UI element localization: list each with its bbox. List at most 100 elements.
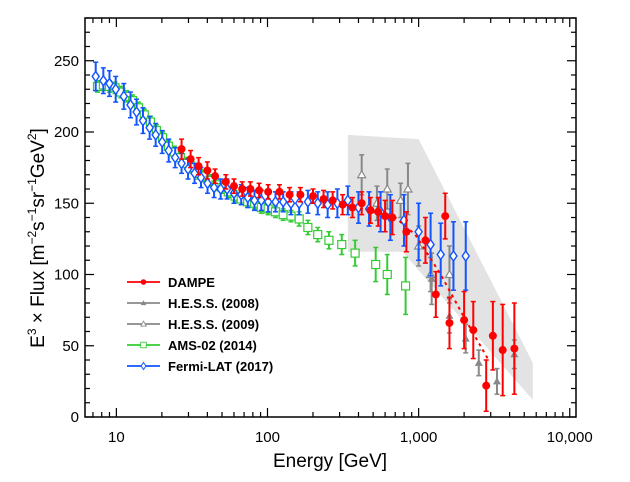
data-point [111, 83, 121, 96]
data-point [436, 248, 446, 261]
data-point [216, 182, 226, 196]
y-tick-label: 50 [62, 338, 79, 355]
data-point [421, 236, 430, 245]
data-point [510, 344, 519, 353]
y-tick-label: 200 [54, 124, 79, 141]
data-point [145, 121, 154, 134]
data-point [337, 239, 347, 250]
data-point [492, 377, 501, 385]
dampe-fit-line [339, 202, 490, 361]
data-point [286, 197, 296, 210]
data-point [275, 187, 284, 196]
data-point [132, 105, 141, 119]
data-point [151, 128, 161, 142]
series-layer [91, 61, 519, 413]
data-point [338, 200, 347, 209]
data-point [444, 269, 455, 279]
data-point [203, 177, 212, 190]
x-tick-label: 100 [255, 429, 280, 446]
y-tick-label: 250 [54, 53, 79, 70]
data-point [303, 222, 313, 233]
data-point [255, 186, 264, 195]
data-point [170, 151, 180, 164]
tick-layer: 10 100 1,000 10,000 0 50 100 150 200 250 [54, 17, 593, 446]
legend-marker [140, 279, 147, 285]
data-point [402, 183, 413, 193]
legend: DAMPE H.E.S.S. (2008) H.E.S.S. (2009) AMS-0… [127, 275, 273, 374]
data-point [294, 197, 304, 210]
data-point [366, 206, 375, 215]
legend-item: H.E.S.S. (2009) [127, 317, 259, 332]
legend-marker [140, 361, 147, 371]
data-point [313, 197, 323, 210]
x-tick-label: 10 [108, 429, 125, 446]
legend-label: DAMPE [168, 275, 215, 290]
data-point [324, 235, 334, 245]
data-point [238, 185, 247, 193]
data-point [488, 331, 497, 340]
data-point [400, 281, 411, 291]
data-point [98, 74, 108, 87]
data-point [395, 195, 406, 204]
data-point [348, 203, 357, 212]
data-point [264, 187, 273, 196]
data-point [308, 192, 317, 201]
y-tick-label: 0 [71, 409, 79, 426]
data-point [402, 227, 411, 236]
data-point [119, 90, 129, 103]
legend-label: H.E.S.S. (2009) [168, 317, 259, 332]
legend-marker [139, 320, 148, 327]
data-point [296, 190, 305, 199]
y-axis-title: E3 × Flux [m−2s−1sr−1GeV2] [25, 128, 49, 348]
data-point [319, 194, 328, 203]
legend-item: H.E.S.S. (2008) [127, 296, 259, 311]
x-axis-title: Energy [GeV] [273, 451, 387, 472]
legend-item: Fermi-LAT (2017) [127, 359, 273, 374]
data-point [431, 290, 440, 299]
data-point [388, 213, 397, 222]
data-point [177, 157, 186, 170]
x-tick-label: 1,000 [400, 429, 438, 446]
y-tick-label: 150 [54, 195, 79, 212]
data-point [105, 77, 114, 90]
legend-item: AMS-02 (2014) [127, 338, 257, 353]
legend-item: DAMPE [127, 275, 215, 290]
data-point [294, 214, 304, 224]
data-point [449, 249, 458, 263]
data-point [382, 269, 392, 280]
legend-label: H.E.S.S. (2008) [168, 296, 259, 311]
data-point [203, 166, 212, 175]
data-point [186, 155, 195, 164]
data-point [374, 207, 383, 216]
data-point [250, 194, 259, 207]
data-point [357, 199, 366, 208]
data-point [285, 190, 294, 199]
data-point [246, 185, 255, 193]
legend-label: Fermi-LAT (2017) [168, 359, 273, 374]
data-point [381, 212, 390, 221]
data-point [460, 316, 469, 325]
data-point [209, 181, 219, 194]
data-point [126, 98, 135, 112]
data-point [221, 177, 230, 186]
data-point [441, 212, 450, 221]
data-point [138, 114, 148, 127]
data-point [164, 144, 174, 157]
legend-label: AMS-02 (2014) [168, 338, 257, 353]
data-point [469, 326, 478, 335]
data-point [498, 346, 507, 355]
data-point [211, 172, 220, 181]
legend-marker [140, 341, 147, 349]
data-point [482, 381, 491, 390]
x-tick-label: 10,000 [547, 429, 593, 446]
data-point [177, 145, 186, 154]
data-point [350, 248, 360, 258]
y-tick-label: 100 [54, 267, 79, 284]
series-dampe [177, 138, 519, 413]
data-point [303, 195, 313, 209]
data-point [382, 183, 393, 193]
data-point [328, 196, 337, 205]
data-point [356, 169, 367, 179]
data-point [414, 225, 423, 238]
